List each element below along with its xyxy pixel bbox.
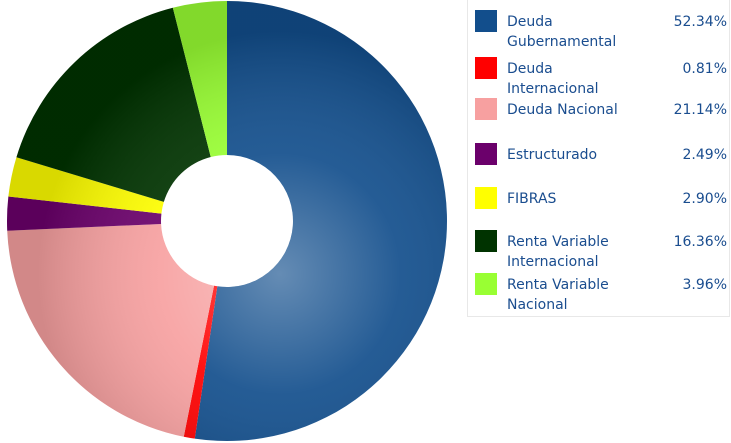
legend-swatch (475, 57, 497, 79)
legend-swatch (475, 98, 497, 120)
legend-value: 3.96% (682, 277, 727, 293)
legend-swatch (475, 187, 497, 209)
legend-label: Deuda Nacional (507, 102, 618, 118)
legend-label: Estructurado (507, 147, 598, 163)
legend-swatch (475, 143, 497, 165)
legend-value: 0.81% (682, 61, 727, 77)
legend-label: Deuda Internacional (507, 61, 599, 97)
legend-swatch (475, 10, 497, 32)
legend-value: 52.34% (673, 14, 727, 30)
legend-swatch (475, 230, 497, 252)
legend-value: 2.90% (682, 191, 727, 207)
legend: Deuda Gubernamental 52.34% Deuda Internaci… (467, 0, 730, 317)
legend-label: Renta Variable Nacional (507, 277, 609, 313)
legend-label: Deuda Gubernamental (507, 14, 617, 50)
donut-chart (6, 1, 448, 442)
donut-slice (7, 223, 215, 437)
legend-value: 2.49% (682, 147, 727, 163)
legend-swatch (475, 273, 497, 295)
legend-value: 21.14% (673, 102, 727, 118)
legend-label: Renta Variable Internacional (507, 234, 609, 270)
donut-slice (194, 1, 448, 441)
legend-label: FIBRAS (507, 191, 557, 207)
legend-value: 16.36% (673, 234, 727, 250)
